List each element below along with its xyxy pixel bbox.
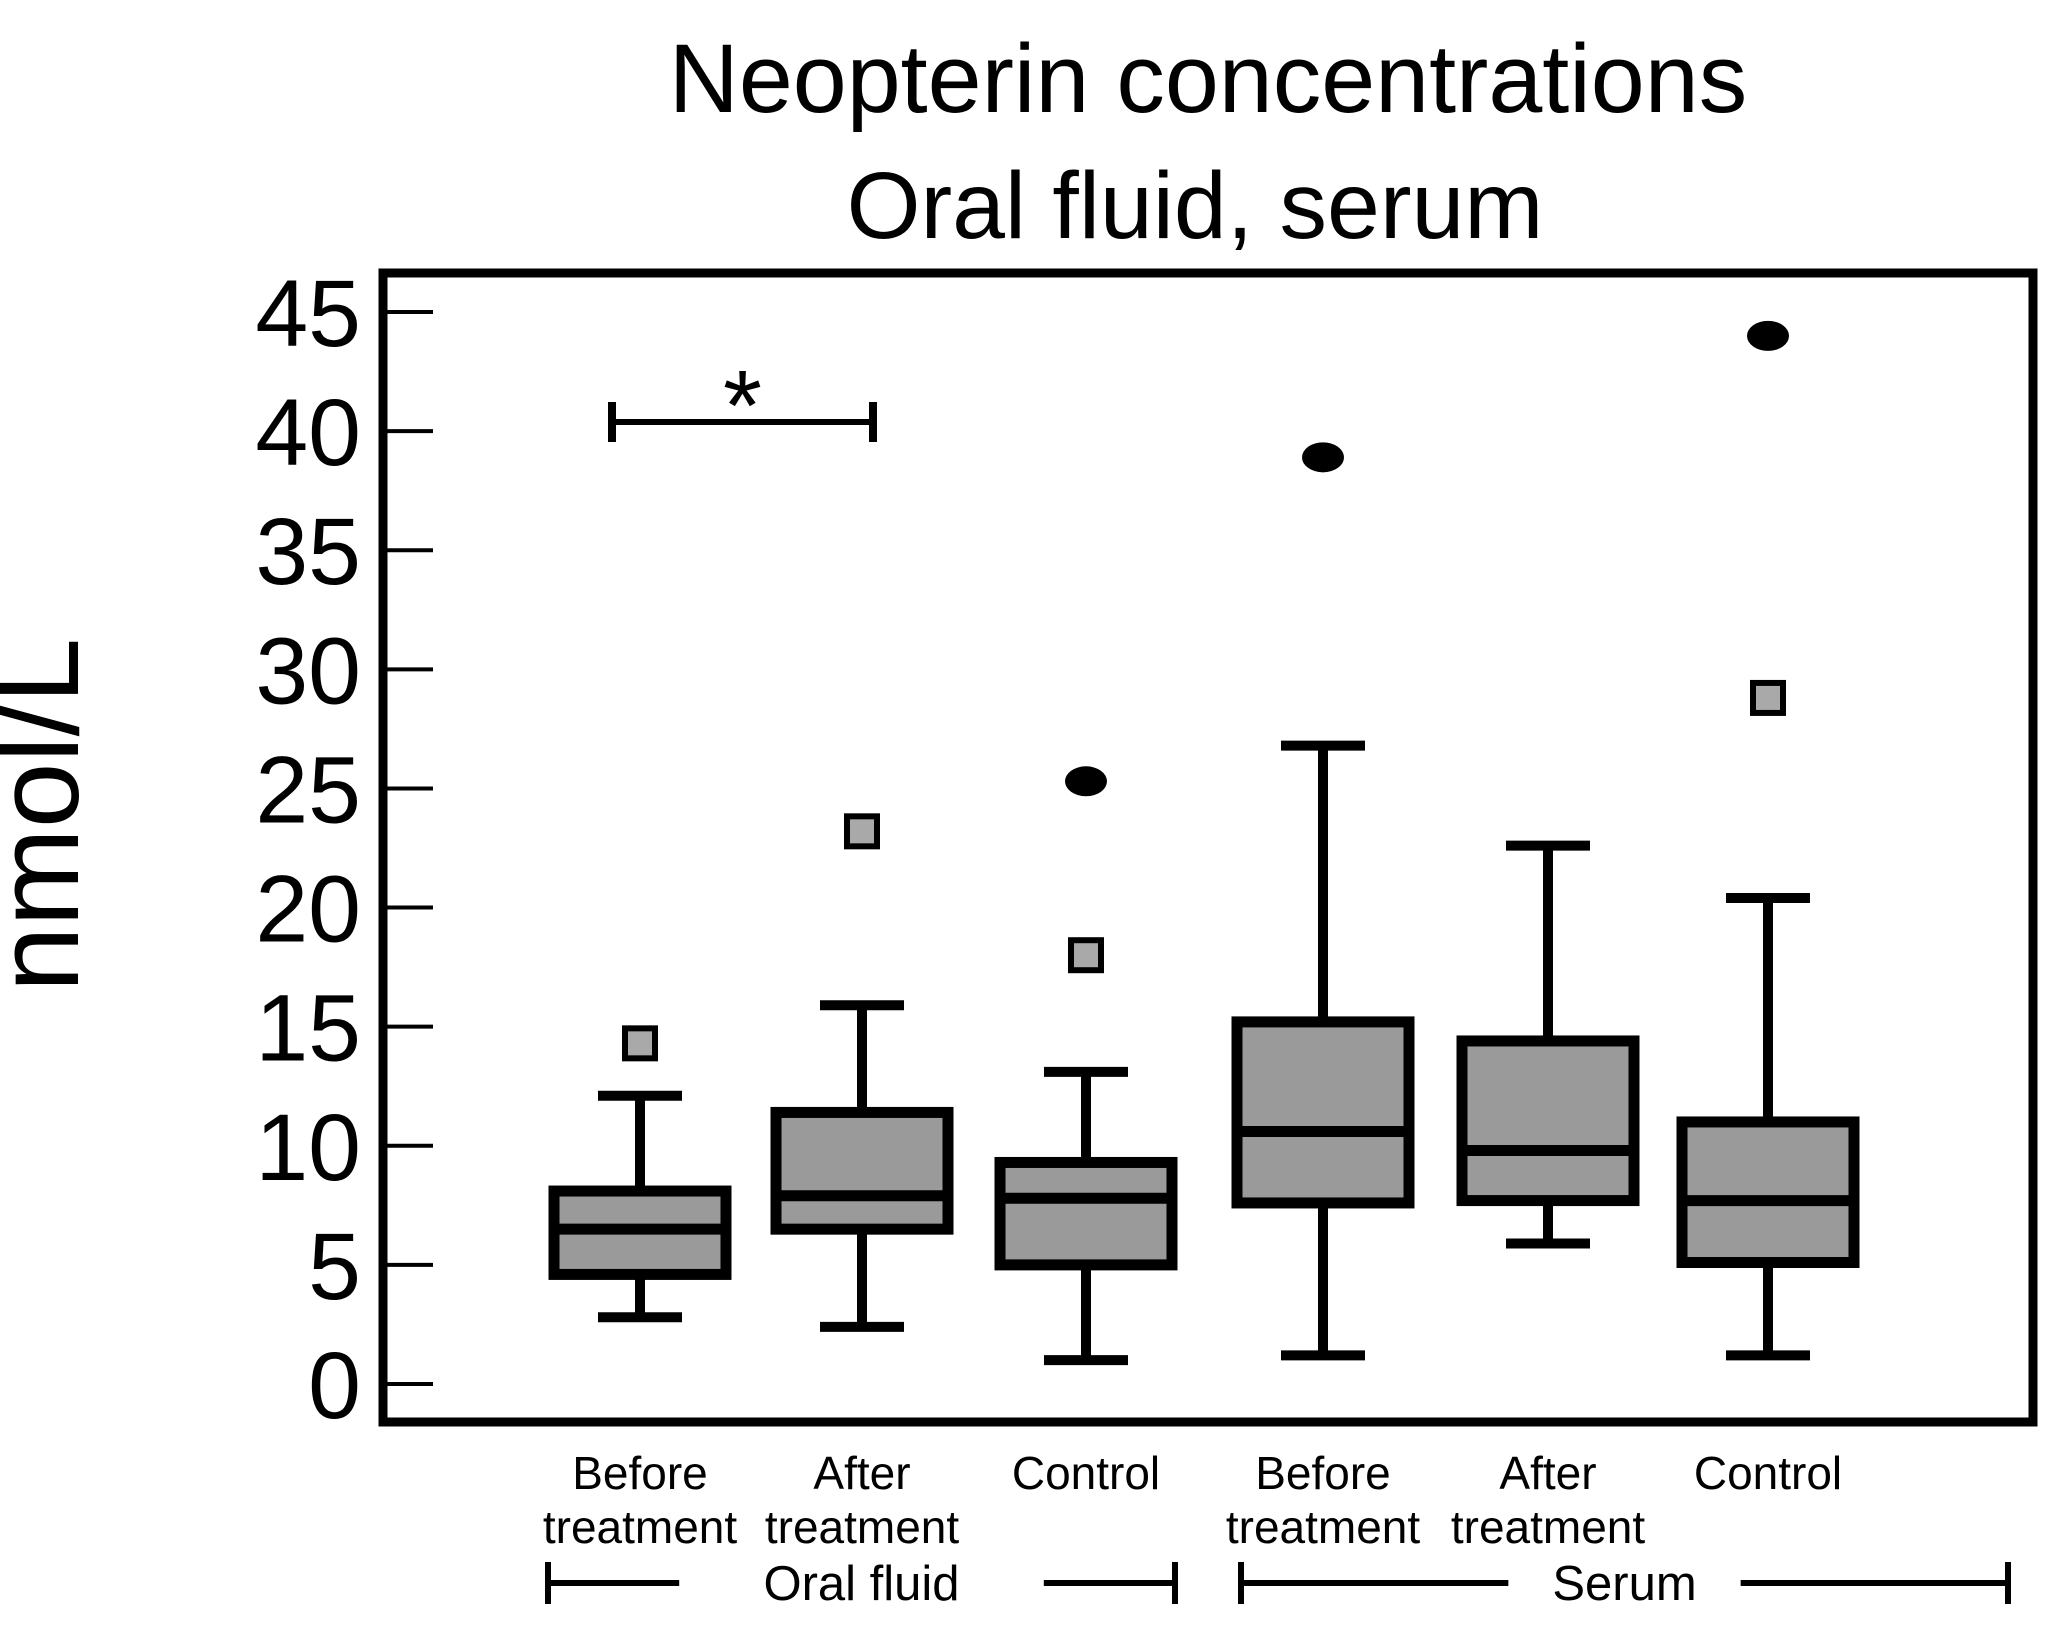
y-tick-label: 0: [308, 1333, 361, 1439]
y-tick-label: 45: [255, 261, 361, 367]
y-tick-label: 40: [255, 380, 361, 486]
box-serum-before-treatment: [1231, 442, 1415, 1361]
outlier-square: [1750, 679, 1786, 716]
annotations: Oral fluid Serum *: [545, 350, 2011, 1611]
group-label: Serum: [1552, 1557, 1696, 1611]
x-tick-label: treatment: [1451, 1501, 1646, 1553]
x-tick-label: Control: [1694, 1447, 1842, 1499]
x-tick-label: Control: [1012, 1447, 1160, 1499]
group-bracket-serum: Serum: [1238, 1557, 2011, 1611]
y-tick-label: 20: [255, 857, 361, 963]
outlier-dot: [1302, 442, 1344, 473]
x-tick-label: treatment: [543, 1501, 738, 1553]
y-tick-label: 25: [255, 737, 361, 843]
significance-asterisk: *: [723, 350, 762, 462]
group-label: Oral fluid: [763, 1557, 959, 1611]
box-oral-fluid-control: [994, 766, 1178, 1366]
box-serum-after-treatment: [1456, 840, 1640, 1249]
group-bracket-oral-fluid: Oral fluid: [545, 1557, 1178, 1611]
box-oral-fluid-before-treatment: [548, 1025, 732, 1323]
chart-subtitle: Oral fluid, serum: [847, 153, 1544, 259]
outlier-square: [1068, 937, 1104, 974]
iqr-box: [994, 1156, 1178, 1271]
iqr-box: [1676, 1116, 1860, 1269]
axes: 051015202530354045BeforetreatmentAftertr…: [255, 261, 2038, 1553]
x-tick-label: treatment: [1226, 1501, 1421, 1553]
x-tick-label: After: [813, 1447, 910, 1499]
plot-frame: [378, 268, 2038, 1427]
x-tick-label: treatment: [765, 1501, 960, 1553]
x-tick-label: After: [1499, 1447, 1596, 1499]
outlier-square: [844, 813, 880, 850]
y-tick-label: 30: [255, 618, 361, 724]
x-tick-label: Before: [572, 1447, 708, 1499]
box-series: [548, 320, 1860, 1366]
outlier-dot: [1747, 320, 1789, 351]
outlier-square: [622, 1025, 658, 1062]
significance-bracket: *: [608, 350, 877, 462]
x-tick-label: Before: [1255, 1447, 1391, 1499]
outlier-dot: [1065, 766, 1107, 797]
y-tick-label: 10: [255, 1095, 361, 1201]
y-tick-label: 15: [255, 976, 361, 1082]
iqr-box: [770, 1106, 954, 1235]
chart-title: Neopterin concentrations: [669, 24, 1747, 133]
box-oral-fluid-after-treatment: [770, 813, 954, 1332]
iqr-box: [1456, 1035, 1640, 1207]
y-tick-label: 35: [255, 499, 361, 605]
y-axis-label: nmol/L: [0, 638, 104, 992]
box-serum-control: [1676, 320, 1860, 1361]
y-tick-label: 5: [308, 1214, 361, 1320]
iqr-box: [1231, 1016, 1415, 1209]
